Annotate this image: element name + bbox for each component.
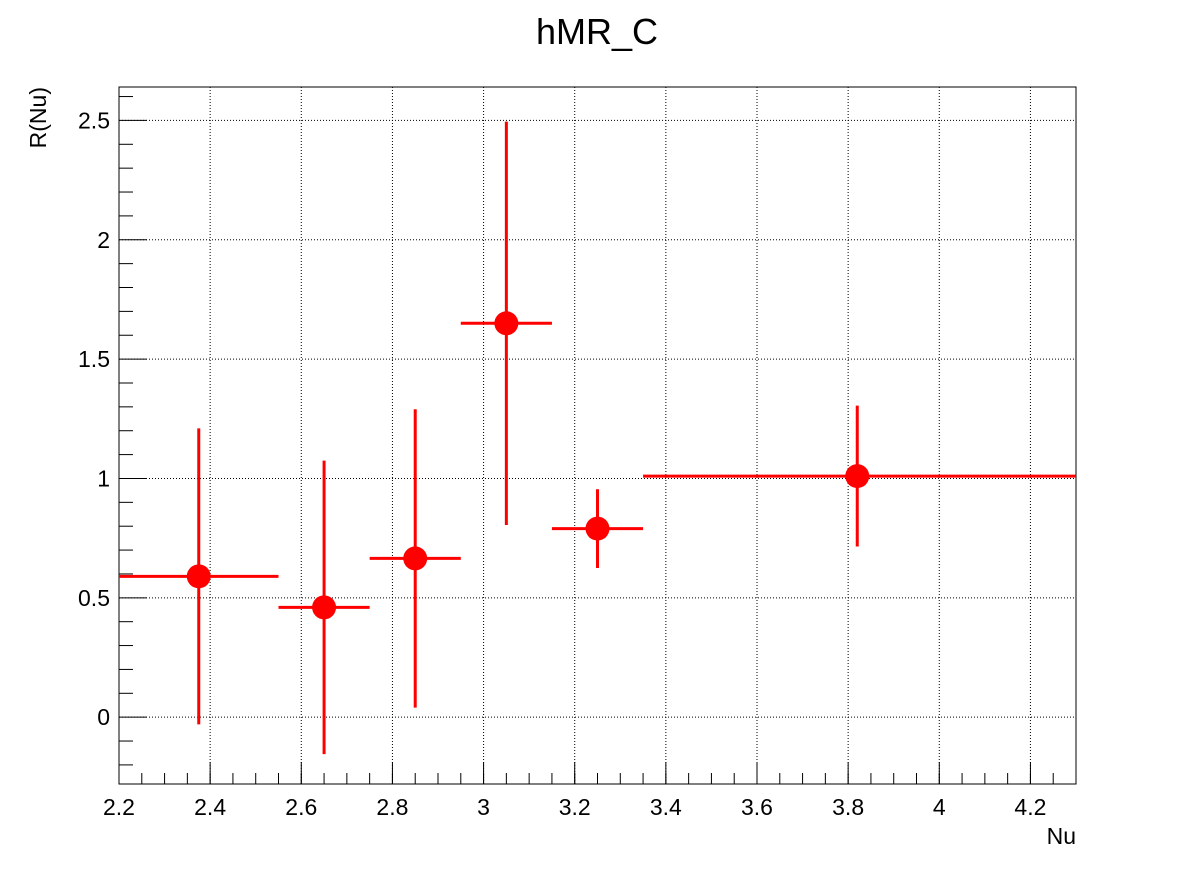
x-tick-label: 3.6 (741, 794, 773, 820)
y-axis-label: R(Nu) (25, 87, 51, 148)
x-tick-label: 3.8 (832, 794, 864, 820)
x-axis-label: Nu (1047, 823, 1076, 849)
x-tick-label: 3.2 (559, 794, 591, 820)
x-tick-label: 4 (933, 794, 946, 820)
grid (119, 87, 1076, 784)
data-point (845, 464, 870, 489)
y-tick-label: 1.5 (78, 346, 110, 372)
y-tick-label: 1 (97, 465, 110, 491)
data-points (119, 121, 1076, 755)
data-point (494, 311, 519, 336)
x-tick-label: 2.2 (103, 794, 135, 820)
axis-ticks: 2.2 2.4 2.6 2.8 3 3.2 3.4 3.6 3.8 4 4.2 0 0.5 1 1.5 2 2.… (78, 96, 1054, 820)
chart-title: hMR_C (536, 11, 658, 52)
y-tick-label: 0 (97, 704, 110, 730)
data-point (312, 595, 337, 620)
data-point (585, 516, 610, 541)
data-point (403, 546, 428, 571)
y-tick-label: 2 (97, 227, 110, 253)
y-tick-label: 2.5 (78, 107, 110, 133)
y-tick-label: 0.5 (78, 585, 110, 611)
x-tick-label: 3 (477, 794, 490, 820)
plot-frame (118, 86, 1077, 785)
x-tick-label: 3.4 (650, 794, 682, 820)
data-point (186, 564, 211, 589)
x-tick-label: 2.8 (376, 794, 408, 820)
x-tick-label: 2.4 (194, 794, 226, 820)
x-tick-label: 4.2 (1014, 794, 1046, 820)
x-tick-label: 2.6 (285, 794, 317, 820)
